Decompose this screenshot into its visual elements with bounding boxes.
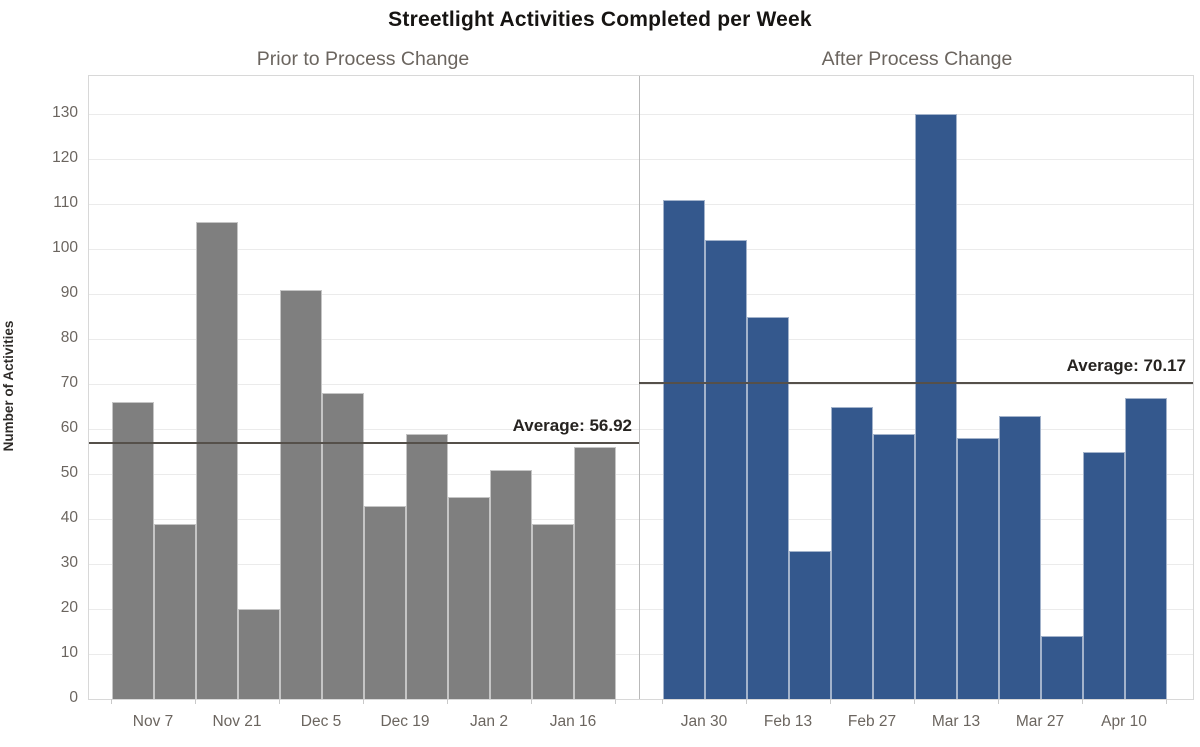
bar-prior-11[interactable] xyxy=(532,523,574,699)
bar-prior-9[interactable] xyxy=(448,496,490,699)
x-tick-label: Jan 2 xyxy=(470,713,508,730)
x-tick-label: Jan 30 xyxy=(680,713,728,730)
x-axis-tick-mark xyxy=(111,699,112,704)
average-line-after xyxy=(639,382,1193,385)
bar-prior-5[interactable] xyxy=(280,289,322,699)
x-axis-tick-mark xyxy=(363,699,364,704)
panel-title-after: After Process Change xyxy=(821,48,1013,70)
average-label-after: Average: 70.17 xyxy=(1066,356,1186,376)
bar-after-5[interactable] xyxy=(831,406,873,699)
bar-prior-2[interactable] xyxy=(154,523,196,699)
x-tick-label: Feb 27 xyxy=(847,713,897,730)
x-axis-tick-mark xyxy=(195,699,196,704)
bar-prior-12[interactable] xyxy=(574,447,616,699)
x-tick-label: Nov 7 xyxy=(132,713,174,730)
x-tick-label: Nov 21 xyxy=(212,713,262,730)
average-line-prior xyxy=(89,441,639,444)
y-tick-label: 90 xyxy=(60,284,78,301)
gridline xyxy=(89,429,1193,430)
gridline xyxy=(89,564,1193,565)
plot-area: Average: 56.92 Average: 70.17 xyxy=(88,75,1194,700)
gridline xyxy=(89,339,1193,340)
x-axis-tick-mark xyxy=(830,699,831,704)
y-tick-label: 100 xyxy=(52,239,78,256)
bar-after-11[interactable] xyxy=(1083,451,1125,699)
y-tick-label: 70 xyxy=(60,374,78,391)
gridline xyxy=(89,159,1193,160)
bar-after-2[interactable] xyxy=(705,240,747,699)
panel-title-prior: Prior to Process Change xyxy=(256,48,470,70)
y-tick-label: 130 xyxy=(52,104,78,121)
gridline xyxy=(89,294,1193,295)
bar-after-7[interactable] xyxy=(915,114,957,699)
x-tick-label: Apr 10 xyxy=(1101,713,1147,730)
x-axis-tick-mark xyxy=(447,699,448,704)
gridline xyxy=(89,474,1193,475)
bar-after-4[interactable] xyxy=(789,550,831,699)
y-tick-label: 50 xyxy=(60,464,78,481)
y-tick-label: 110 xyxy=(53,194,78,211)
bar-prior-4[interactable] xyxy=(238,609,280,699)
x-axis-tick-mark xyxy=(615,699,616,704)
gridline xyxy=(89,114,1193,115)
x-axis-tick-mark xyxy=(1082,699,1083,704)
bar-prior-7[interactable] xyxy=(364,505,406,699)
gridline xyxy=(89,384,1193,385)
bar-after-12[interactable] xyxy=(1125,397,1167,699)
x-axis-tick-mark xyxy=(998,699,999,704)
y-tick-label: 120 xyxy=(52,149,78,166)
x-tick-label: Jan 16 xyxy=(549,713,597,730)
bar-prior-8[interactable] xyxy=(406,433,448,699)
gridline xyxy=(89,609,1193,610)
x-tick-label: Mar 27 xyxy=(1015,713,1065,730)
gridline xyxy=(89,654,1193,655)
x-axis-tick-mark xyxy=(531,699,532,704)
bar-prior-3[interactable] xyxy=(196,222,238,699)
bar-after-3[interactable] xyxy=(747,316,789,699)
x-axis-tick-mark xyxy=(662,699,663,704)
panel-divider xyxy=(639,76,640,699)
bar-prior-10[interactable] xyxy=(490,469,532,699)
y-axis-title: Number of Activities xyxy=(1,320,16,452)
x-axis-tick-mark xyxy=(746,699,747,704)
y-tick-label: 10 xyxy=(60,644,78,661)
y-tick-label: 80 xyxy=(60,329,78,346)
chart-title: Streetlight Activities Completed per Wee… xyxy=(388,8,812,31)
x-axis-tick-mark xyxy=(279,699,280,704)
y-tick-label: 0 xyxy=(69,689,78,706)
y-tick-label: 20 xyxy=(60,599,78,616)
x-tick-label: Dec 5 xyxy=(300,713,342,730)
bar-after-9[interactable] xyxy=(999,415,1041,699)
gridline xyxy=(89,519,1193,520)
y-tick-label: 60 xyxy=(60,419,78,436)
bar-after-8[interactable] xyxy=(957,438,999,699)
x-axis-tick-mark xyxy=(914,699,915,704)
x-tick-label: Mar 13 xyxy=(931,713,981,730)
gridline xyxy=(89,249,1193,250)
bar-after-6[interactable] xyxy=(873,433,915,699)
average-label-prior: Average: 56.92 xyxy=(512,415,632,435)
bar-prior-1[interactable] xyxy=(112,402,154,699)
x-axis-tick-mark xyxy=(1166,699,1167,704)
y-tick-label: 30 xyxy=(60,554,78,571)
bar-after-1[interactable] xyxy=(663,199,705,699)
bar-prior-6[interactable] xyxy=(322,393,364,699)
x-tick-label: Feb 13 xyxy=(763,713,813,730)
bar-after-10[interactable] xyxy=(1041,636,1083,699)
x-tick-label: Dec 19 xyxy=(380,713,430,730)
y-tick-label: 40 xyxy=(60,509,78,526)
gridline xyxy=(89,204,1193,205)
